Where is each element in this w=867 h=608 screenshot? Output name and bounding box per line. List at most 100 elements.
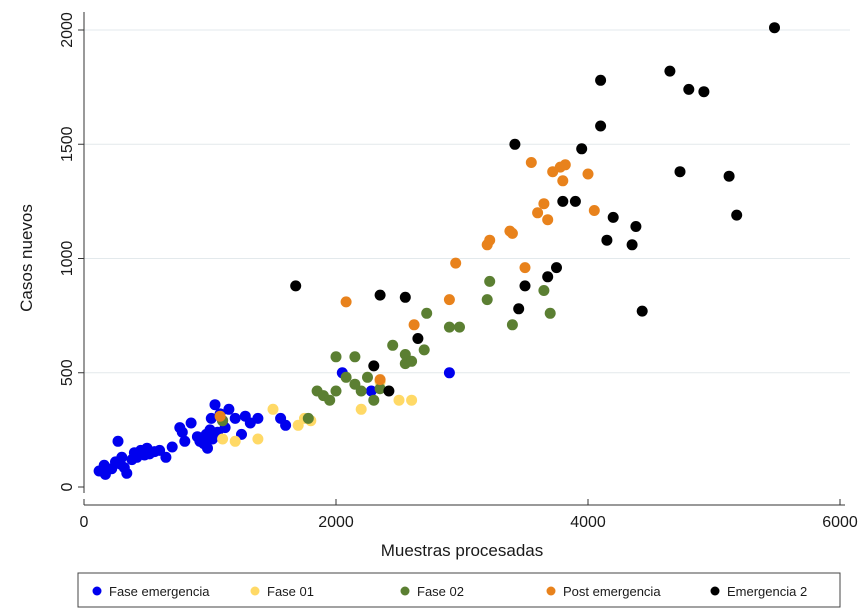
data-point xyxy=(185,417,197,429)
data-point xyxy=(368,360,380,372)
data-point xyxy=(280,419,292,431)
data-point xyxy=(355,403,367,415)
data-point xyxy=(421,307,433,319)
data-point xyxy=(569,195,581,207)
data-point xyxy=(557,195,569,207)
legend-marker xyxy=(546,586,556,596)
data-point xyxy=(683,83,695,95)
data-point xyxy=(664,65,676,77)
data-point xyxy=(229,412,241,424)
data-point xyxy=(454,321,465,333)
data-point xyxy=(582,168,594,180)
data-point xyxy=(595,74,607,86)
data-point xyxy=(769,22,780,34)
data-point xyxy=(723,170,735,182)
data-point xyxy=(559,159,571,171)
data-point xyxy=(484,234,496,246)
data-point xyxy=(209,399,221,411)
data-point xyxy=(324,394,336,406)
data-point xyxy=(355,385,367,397)
data-point xyxy=(387,339,399,351)
legend-label: Fase emergencia xyxy=(109,584,210,599)
data-point xyxy=(626,239,638,251)
data-point xyxy=(532,207,544,219)
data-point xyxy=(595,120,607,132)
data-point xyxy=(557,175,569,187)
data-point xyxy=(506,227,518,239)
data-point xyxy=(406,394,418,406)
data-point xyxy=(443,321,455,333)
data-point xyxy=(406,355,418,367)
x-tick-label: 4000 xyxy=(570,514,606,531)
data-point xyxy=(290,280,302,292)
data-point xyxy=(542,214,554,226)
data-point xyxy=(223,403,235,415)
data-point xyxy=(525,157,537,168)
data-point xyxy=(340,296,352,308)
x-tick-label: 0 xyxy=(80,514,89,531)
data-point xyxy=(365,385,377,397)
data-point xyxy=(576,143,588,155)
data-point xyxy=(538,285,550,296)
data-point xyxy=(544,307,556,319)
data-point xyxy=(116,451,128,463)
data-point xyxy=(443,294,455,306)
y-tick-label: 0 xyxy=(59,482,76,491)
y-tick-label: 2000 xyxy=(59,12,76,48)
data-point xyxy=(674,166,686,178)
data-point xyxy=(202,442,213,454)
data-point xyxy=(731,209,743,221)
legend-marker xyxy=(400,586,410,596)
y-tick-label: 1500 xyxy=(59,126,76,162)
data-point xyxy=(252,433,264,445)
legend-marker xyxy=(710,586,720,596)
data-point xyxy=(607,211,619,223)
x-tick-label: 2000 xyxy=(318,514,354,531)
data-point xyxy=(340,371,352,383)
data-point xyxy=(383,385,395,397)
data-point xyxy=(450,257,462,269)
data-point xyxy=(362,371,373,383)
data-point xyxy=(217,433,229,445)
data-point xyxy=(302,412,314,424)
series-0 xyxy=(93,367,455,480)
x-axis-title: Muestras procesadas xyxy=(381,541,544,560)
data-point xyxy=(630,221,642,232)
data-point xyxy=(399,291,411,303)
data-point xyxy=(374,383,386,395)
tick-labels: 0 500 1000 1500 2000 0 2000 4000 6000 xyxy=(59,12,858,531)
data-point xyxy=(509,138,521,150)
series-2 xyxy=(217,275,556,427)
data-point xyxy=(408,319,420,331)
legend-label: Fase 02 xyxy=(417,584,464,599)
data-point xyxy=(205,412,217,424)
data-point xyxy=(121,467,133,479)
series-3 xyxy=(214,157,600,422)
data-point xyxy=(519,262,531,274)
data-point xyxy=(519,280,531,292)
data-point xyxy=(588,205,600,216)
data-point xyxy=(506,319,518,331)
series-4 xyxy=(290,22,780,397)
data-point xyxy=(160,451,172,463)
data-point xyxy=(330,351,342,363)
data-point xyxy=(374,374,386,386)
legend: Fase emergencia Fase 01 Fase 02 Post emerge… xyxy=(77,572,841,608)
x-tick-label: 6000 xyxy=(822,514,858,531)
y-axis-title: Casos nuevos xyxy=(17,204,36,312)
data-point xyxy=(368,394,380,406)
data-point xyxy=(481,294,493,306)
data-point xyxy=(698,86,710,98)
data-point xyxy=(229,435,241,447)
legend-marker xyxy=(92,586,102,596)
data-point xyxy=(538,198,550,210)
data-point xyxy=(349,351,361,363)
data-point xyxy=(374,289,386,301)
data-points xyxy=(93,22,780,480)
data-point xyxy=(252,412,264,424)
data-point xyxy=(267,403,279,415)
data-point xyxy=(412,333,424,344)
data-point xyxy=(112,435,124,447)
